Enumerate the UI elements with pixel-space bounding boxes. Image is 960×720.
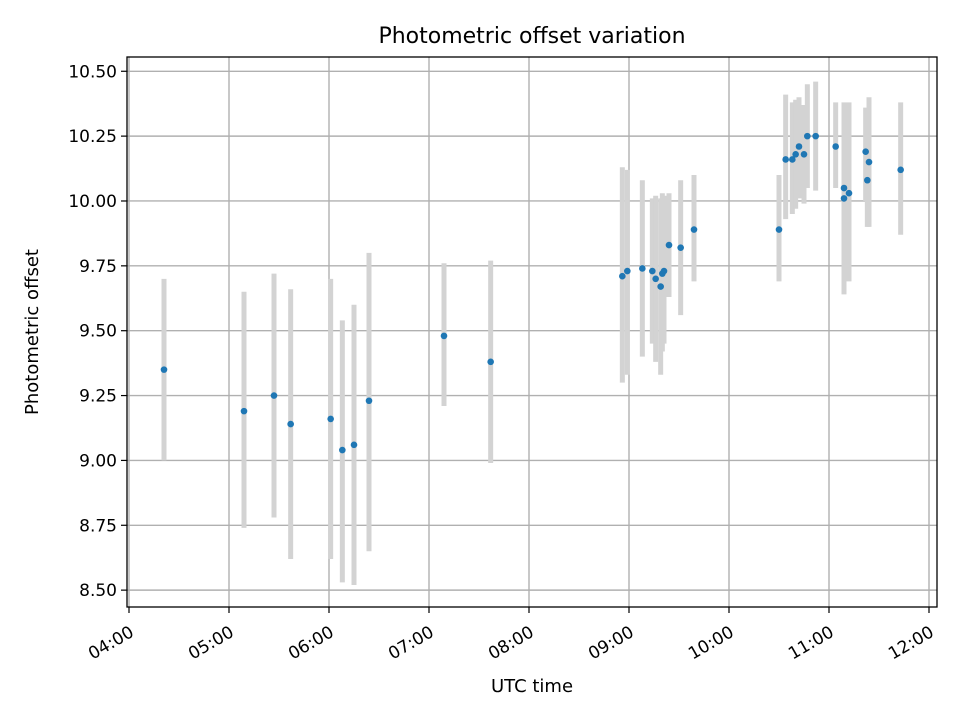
data-point (677, 244, 684, 251)
data-point (795, 143, 803, 150)
data-point (440, 332, 448, 340)
chart-title: Photometric offset variation (378, 24, 685, 49)
data-points (160, 132, 904, 454)
data-point (864, 176, 871, 184)
data-point (862, 148, 869, 155)
data-point (789, 156, 796, 163)
data-point (897, 166, 904, 174)
data-point (840, 195, 848, 202)
data-point (350, 441, 358, 449)
y-tick-label: 10.25 (68, 127, 117, 147)
y-tick-label: 9.50 (79, 322, 117, 342)
y-tick-label: 10.00 (68, 192, 117, 212)
data-point (865, 158, 873, 166)
data-point (775, 226, 783, 233)
data-point (690, 226, 698, 233)
y-tick-label: 10.50 (68, 62, 117, 82)
y-axis-ticks: 8.50 8.75 9.00 9.25 9.50 9.75 10.00 10.25 10.50 (68, 62, 127, 601)
data-point (800, 150, 808, 158)
y-tick-label: 9.00 (79, 451, 117, 471)
data-point (657, 283, 664, 290)
grid-lines (127, 57, 937, 607)
data-point (365, 397, 373, 405)
data-point (339, 446, 346, 454)
data-point (782, 156, 789, 163)
data-point (665, 241, 673, 249)
y-tick-label: 8.50 (79, 581, 117, 601)
plot-frame (126, 56, 938, 608)
data-point (812, 132, 819, 140)
data-point (652, 275, 659, 283)
data-point (240, 407, 248, 415)
data-point (832, 143, 839, 150)
data-point (619, 272, 626, 280)
data-point (160, 366, 168, 373)
x-axis-label: UTC time (491, 676, 573, 697)
data-point (270, 392, 278, 399)
data-point (840, 184, 848, 192)
data-point (804, 132, 811, 140)
y-tick-label: 8.75 (79, 516, 117, 536)
data-point (327, 415, 334, 423)
data-point (792, 150, 799, 158)
data-point (660, 267, 668, 275)
y-axis-label: Photometric offset (22, 249, 43, 415)
data-point (649, 267, 656, 275)
data-point (845, 189, 853, 197)
y-tick-label: 9.75 (79, 257, 117, 277)
y-tick-label: 9.25 (79, 387, 117, 407)
data-point (287, 420, 294, 428)
data-point (639, 265, 646, 272)
data-point (487, 358, 494, 366)
data-point (624, 267, 631, 275)
